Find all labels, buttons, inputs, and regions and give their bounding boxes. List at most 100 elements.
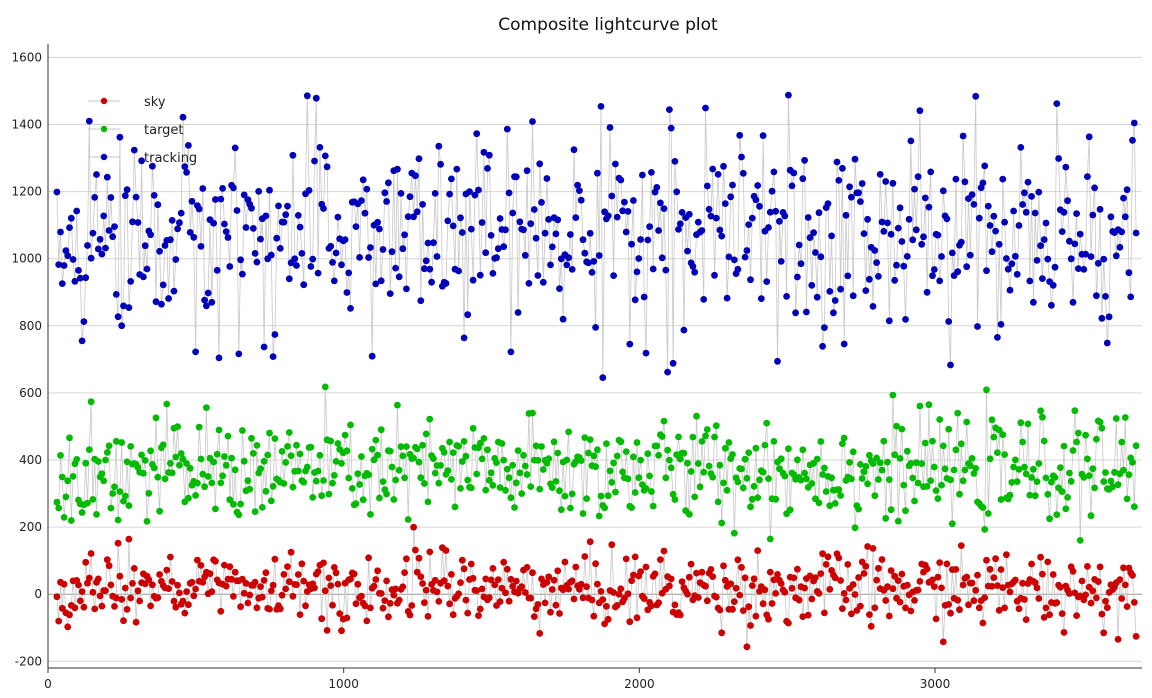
data-point-sky: [482, 575, 490, 583]
data-point-sky: [502, 589, 509, 597]
data-point-tracking: [480, 148, 488, 156]
data-point-target: [246, 485, 254, 493]
data-point-sky: [521, 589, 529, 596]
data-point-sky: [1028, 560, 1035, 568]
data-point-sky: [750, 575, 758, 583]
data-point-tracking: [296, 223, 304, 231]
data-point-sky: [694, 594, 702, 601]
data-point-tracking: [57, 228, 64, 236]
data-point-sky: [975, 604, 983, 612]
data-point-tracking: [804, 214, 812, 221]
data-point-sky: [660, 547, 668, 555]
data-point-tracking: [667, 124, 675, 132]
data-point-target: [948, 520, 956, 528]
data-point-sky: [302, 602, 309, 610]
data-point-sky: [907, 607, 915, 615]
data-point-target: [644, 450, 652, 458]
data-point-target: [440, 448, 448, 456]
data-point-tracking: [1055, 155, 1062, 162]
data-point-sky: [421, 599, 428, 607]
data-point-tracking: [585, 259, 592, 267]
data-point-tracking: [433, 253, 441, 260]
data-point-tracking: [422, 257, 430, 265]
series-target: [53, 383, 1140, 544]
data-point-target: [309, 494, 317, 501]
data-point-tracking: [972, 92, 980, 100]
data-point-tracking: [986, 222, 994, 229]
y-tick-label: -200: [15, 654, 42, 668]
data-point-tracking: [648, 169, 655, 176]
data-point-tracking: [329, 259, 336, 266]
data-point-tracking: [1082, 250, 1089, 258]
data-point-target: [529, 409, 536, 417]
data-point-sky: [884, 583, 891, 591]
data-point-sky: [824, 553, 832, 561]
data-point-target: [851, 524, 859, 532]
data-point-target: [87, 398, 95, 406]
data-point-sky: [588, 596, 596, 604]
data-point-tracking: [93, 171, 100, 178]
data-point-target: [1125, 471, 1133, 479]
data-point-sky: [547, 608, 554, 616]
data-point-sky: [741, 574, 749, 582]
data-point-target: [105, 442, 113, 450]
data-point-target: [320, 477, 327, 484]
data-point-target: [617, 438, 625, 446]
data-point-tracking: [795, 241, 803, 249]
data-point-target: [383, 490, 390, 498]
data-point-tracking: [1033, 257, 1041, 264]
data-point-target: [185, 494, 192, 502]
data-point-tracking: [923, 288, 931, 296]
data-point-tracking: [413, 208, 421, 216]
data-point-tracking: [864, 215, 871, 223]
data-point-tracking: [626, 340, 634, 348]
data-point-sky: [622, 555, 630, 563]
data-point-tracking: [988, 248, 996, 256]
data-point-sky: [1129, 571, 1136, 579]
data-point-sky: [979, 619, 987, 627]
data-point-sky: [1118, 595, 1126, 602]
data-point-sky: [287, 548, 295, 556]
data-point-target: [224, 432, 232, 440]
data-point-target: [635, 474, 643, 482]
data-point-target: [646, 472, 653, 480]
data-point-sky: [759, 600, 767, 608]
data-point-sky: [864, 543, 871, 550]
data-point-tracking: [821, 324, 828, 331]
data-point-tracking: [1130, 119, 1138, 127]
data-point-target: [902, 507, 909, 515]
data-point-target: [1033, 478, 1041, 485]
data-point-target: [118, 439, 126, 446]
data-point-target: [347, 421, 354, 429]
data-point-sky: [350, 570, 358, 578]
data-point-target: [116, 488, 124, 495]
data-point-tracking: [138, 157, 146, 165]
data-point-tracking: [181, 163, 189, 171]
data-point-target: [671, 496, 679, 503]
data-point-tracking: [275, 202, 282, 210]
data-point-sky: [132, 618, 140, 626]
data-point-tracking: [520, 226, 527, 234]
data-point-target: [57, 452, 64, 459]
data-point-target: [1073, 438, 1080, 446]
data-point-target: [884, 458, 891, 466]
data-point-target: [249, 450, 257, 457]
data-point-sky: [902, 604, 909, 612]
data-point-sky: [896, 598, 904, 606]
data-point-sky: [959, 581, 967, 589]
data-point-sky: [251, 578, 259, 586]
data-point-target: [444, 467, 452, 475]
data-point-tracking: [168, 217, 176, 224]
data-point-sky: [361, 602, 369, 610]
data-point-tracking: [249, 225, 257, 232]
data-point-tracking: [203, 302, 210, 310]
data-point-sky: [231, 568, 239, 576]
data-point-tracking: [914, 173, 922, 181]
data-point-target: [869, 460, 877, 467]
data-point-sky: [406, 611, 414, 619]
data-point-sky: [460, 565, 468, 573]
data-point-target: [624, 475, 632, 483]
data-point-sky: [296, 611, 304, 618]
data-point-sky: [730, 598, 738, 605]
data-point-tracking: [608, 192, 616, 200]
